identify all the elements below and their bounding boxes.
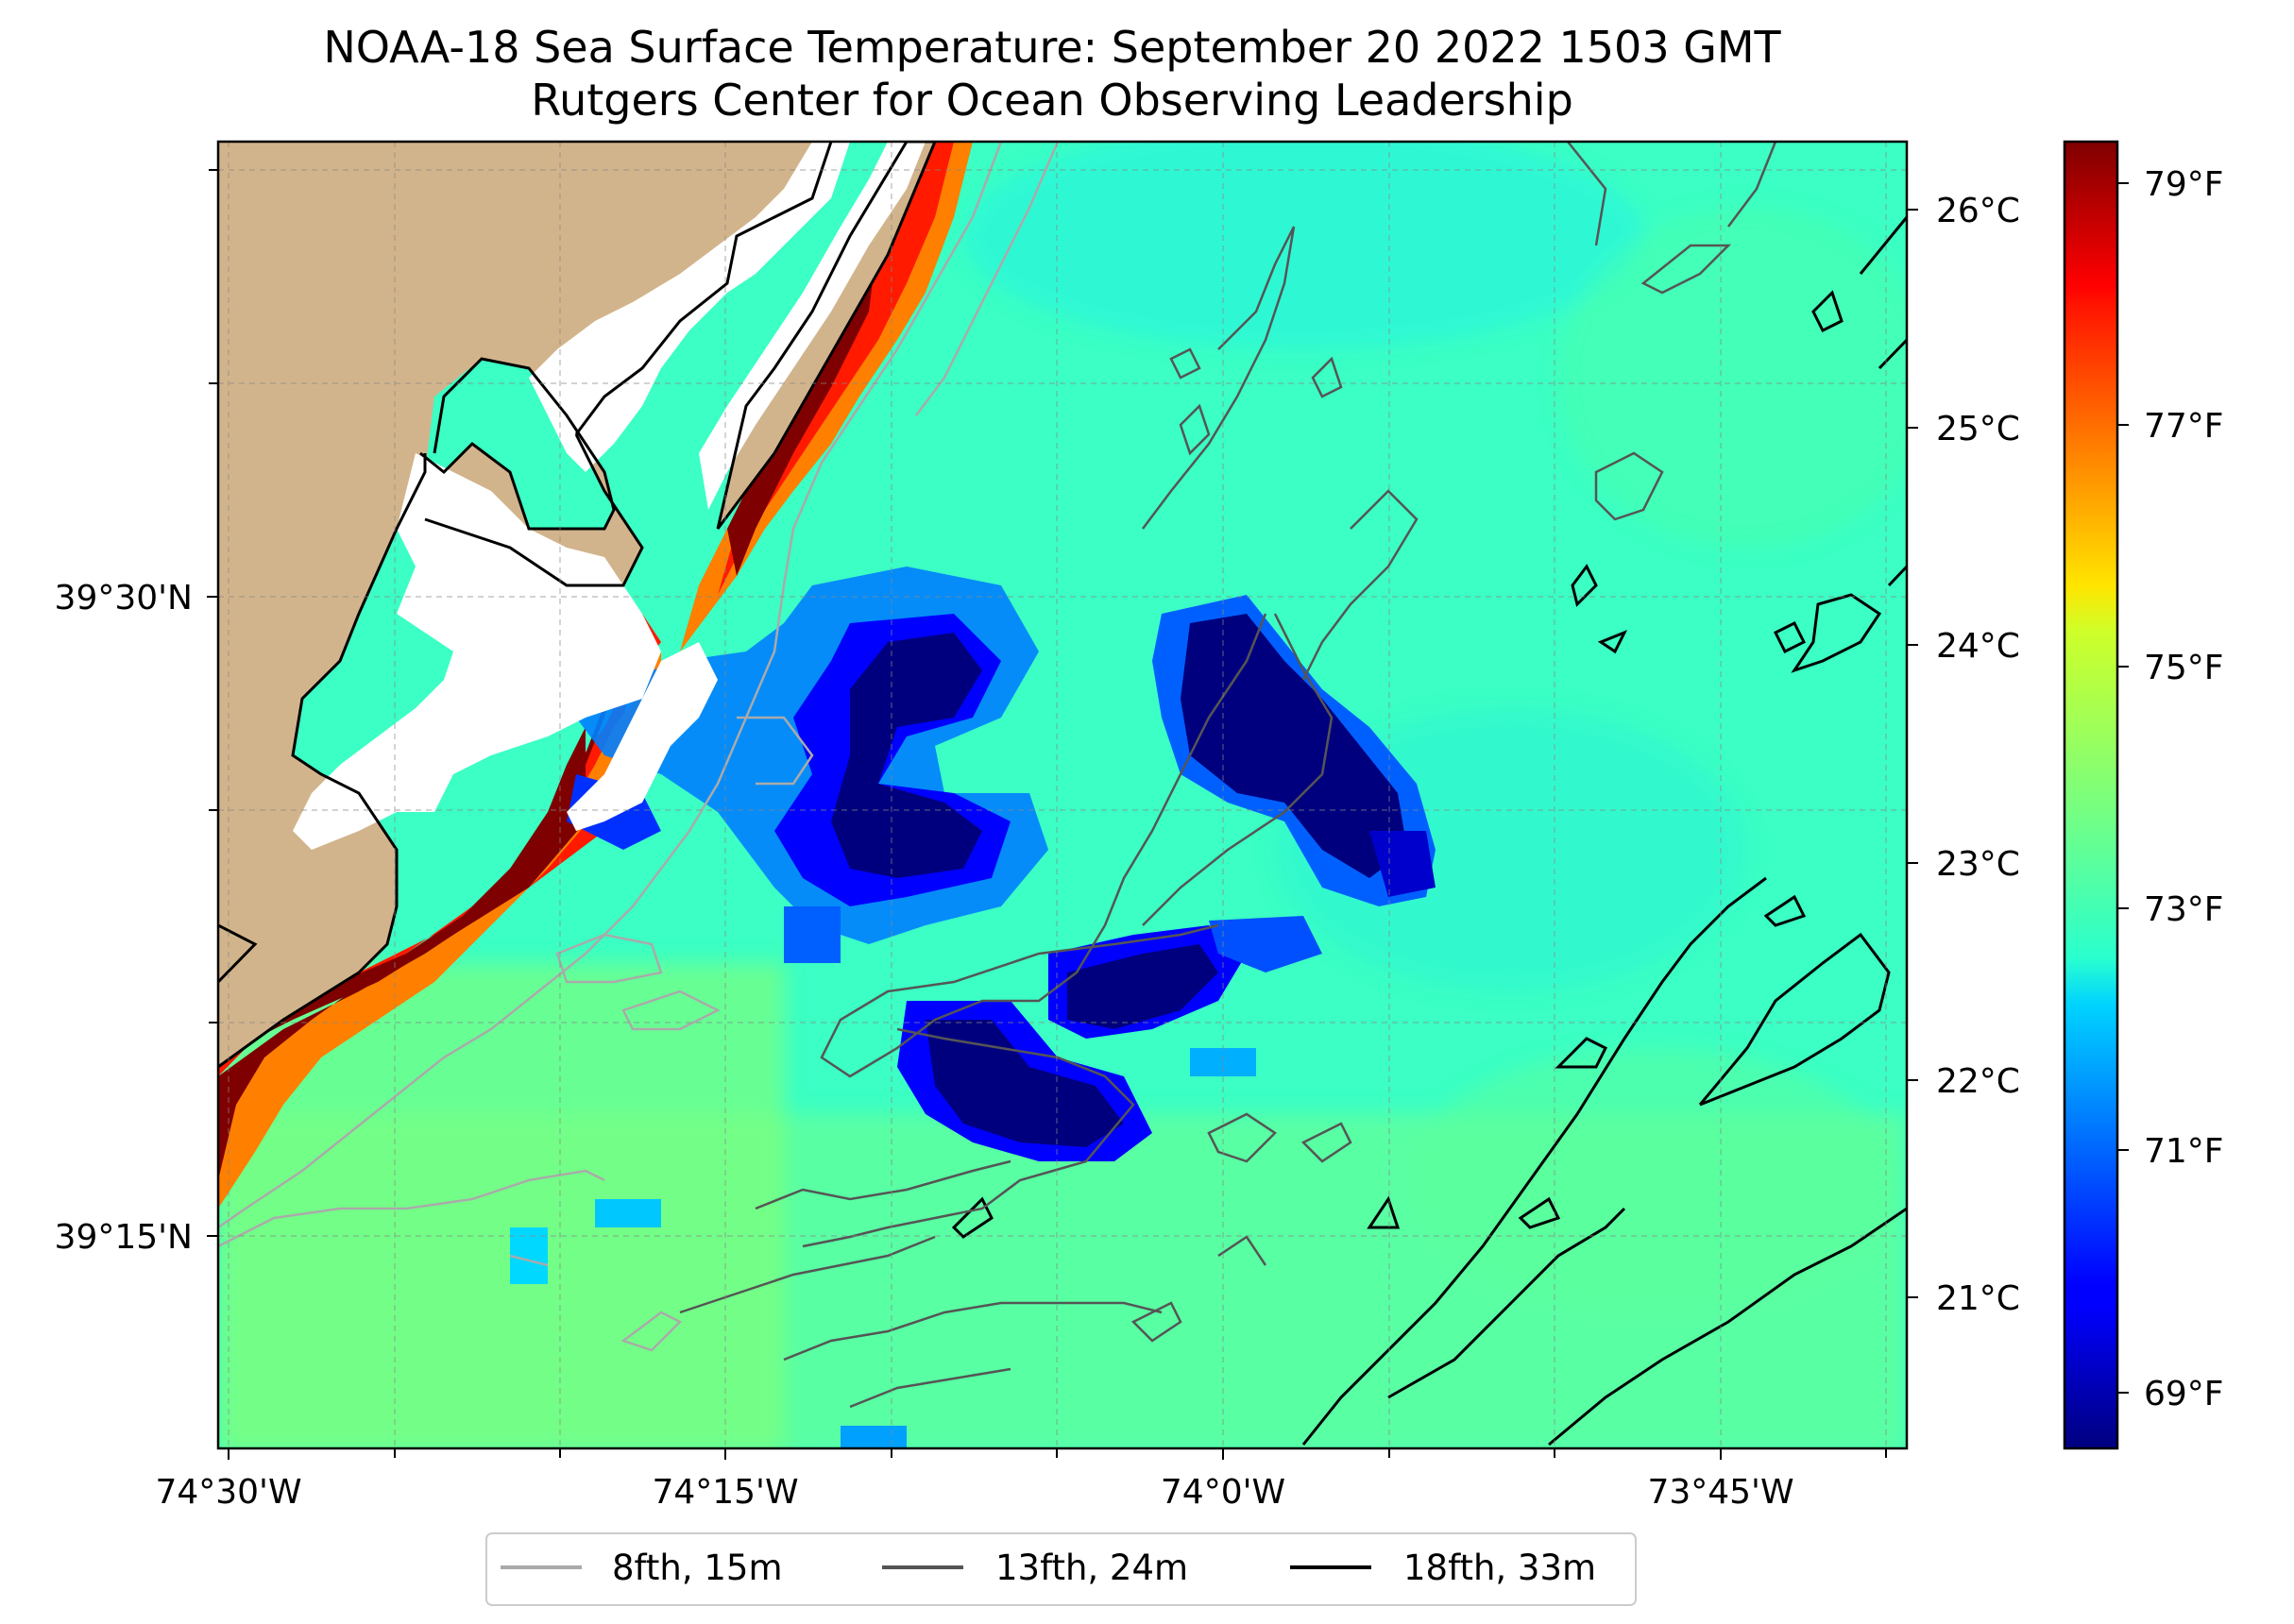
- colorbar-gradient: [2063, 140, 2119, 1450]
- isobath-13fth: [679, 142, 1777, 1409]
- lon-label-74-0: 74°0'W: [1161, 1473, 1285, 1512]
- legend-label-13fth: 13fth, 24m: [995, 1548, 1188, 1588]
- isobath-legend: 8fth, 15m 13fth, 24m 18fth, 33m: [485, 1532, 1637, 1606]
- isobath-8fth: [218, 142, 1060, 1352]
- celsius-label-22: 22°C: [1936, 1062, 2020, 1101]
- lon-label-74-15: 74°15'W: [652, 1473, 798, 1512]
- celsius-label-26: 26°C: [1936, 192, 2020, 230]
- fahrenheit-label-69: 69°F: [2144, 1375, 2224, 1413]
- map-subtitle: Rutgers Center for Ocean Observing Leade…: [531, 75, 1573, 126]
- celsius-label-24: 24°C: [1936, 627, 2020, 666]
- lat-label-39-15: 39°15'N: [55, 1218, 193, 1257]
- map-frame: [216, 140, 1909, 1450]
- fahrenheit-label-73: 73°F: [2144, 890, 2224, 929]
- lon-label-73-45: 73°45'W: [1647, 1473, 1793, 1512]
- coastline: [218, 142, 1907, 1446]
- celsius-label-23: 23°C: [1936, 845, 2020, 884]
- celsius-label-25: 25°C: [1936, 410, 2020, 448]
- legend-label-8fth: 8fth, 15m: [612, 1548, 783, 1588]
- celsius-label-21: 21°C: [1936, 1279, 2020, 1318]
- map-ticks: [207, 169, 1887, 1460]
- fahrenheit-label-77: 77°F: [2144, 407, 2224, 446]
- nodata-areas: [293, 142, 926, 850]
- legend-frame: [485, 1532, 1637, 1606]
- fahrenheit-label-71: 71°F: [2144, 1132, 2224, 1171]
- map-title: NOAA-18 Sea Surface Temperature: Septemb…: [323, 22, 1781, 73]
- lon-label-74-30: 74°30'W: [155, 1473, 301, 1512]
- lat-label-39-30: 39°30'N: [55, 579, 193, 617]
- fahrenheit-ticks: [2117, 182, 2129, 1394]
- map-panel: [218, 142, 1907, 1448]
- colorbar: 26°C 25°C 24°C 23°C 22°C 21°C 79°F 77°F …: [1907, 140, 2224, 1450]
- fahrenheit-label-75: 75°F: [2144, 649, 2224, 687]
- fahrenheit-label-79: 79°F: [2144, 165, 2224, 204]
- legend-label-18fth: 18fth, 33m: [1403, 1548, 1596, 1588]
- celsius-ticks: [1907, 209, 1918, 1298]
- gridlines: [218, 142, 1907, 1448]
